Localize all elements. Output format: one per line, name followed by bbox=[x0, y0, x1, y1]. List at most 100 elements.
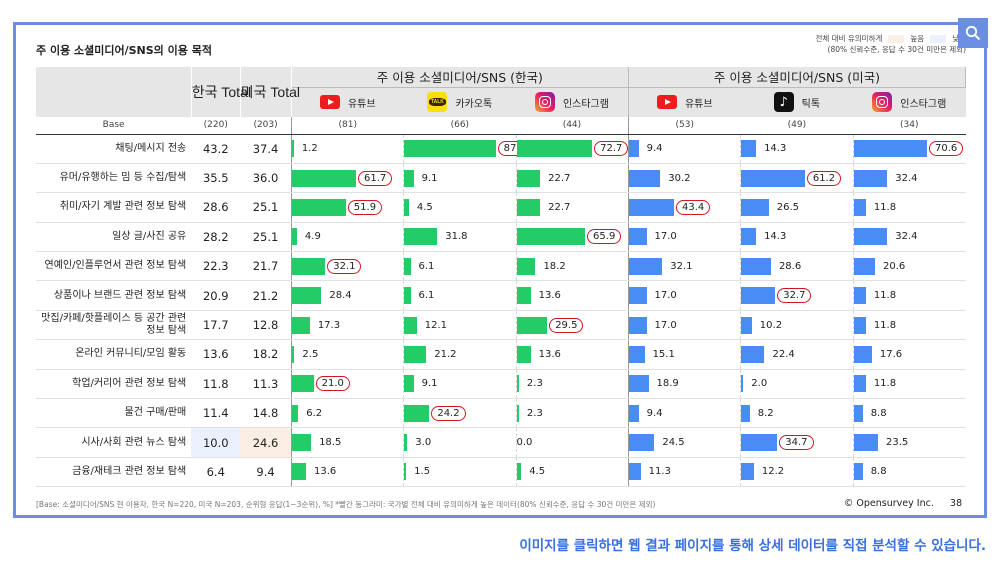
bar-cell: 11.8 bbox=[852, 192, 966, 223]
bar-cell: 28.6 bbox=[740, 251, 854, 282]
bar-cell: 2.5 bbox=[290, 339, 404, 370]
us-total-value: 36.0 bbox=[240, 163, 292, 194]
bar-kr_instagram bbox=[516, 228, 586, 246]
caption-link[interactable]: 이미지를 클릭하면 웹 결과 페이지를 통해 상세 데이터를 직접 분석할 수 … bbox=[519, 538, 986, 554]
bar-value-label: 1.5 bbox=[414, 466, 431, 478]
bar-kr_instagram bbox=[516, 198, 541, 216]
bar-value-label: 14.3 bbox=[764, 143, 787, 155]
tiktok-icon: ♪ bbox=[773, 92, 794, 113]
bar-kr_instagram bbox=[516, 257, 536, 275]
bar-cell: 12.2 bbox=[740, 457, 854, 488]
row-label: 맛집/카페/핫플레이스 등 공간 관련 정보 탐색 bbox=[36, 310, 192, 341]
base-kr_youtube: (81) bbox=[290, 117, 404, 135]
bar-value-label: 17.0 bbox=[654, 319, 677, 331]
header-kr-group: 주 이용 소셜미디어/SNS (한국) bbox=[291, 67, 629, 88]
bar-us_instagram bbox=[853, 404, 863, 422]
instagram-icon bbox=[534, 92, 555, 113]
bar-value-label: 15.1 bbox=[652, 348, 675, 360]
bar-kr_instagram bbox=[516, 287, 531, 305]
bar-cell: 11.8 bbox=[852, 369, 966, 400]
row-label: 채팅/메시지 전송 bbox=[36, 134, 192, 164]
kr-total-value: 6.4 bbox=[191, 457, 241, 488]
bar-kr_youtube bbox=[291, 463, 306, 481]
bar-kr_kakao bbox=[404, 228, 438, 246]
bar-cell: 14.3 bbox=[740, 134, 854, 164]
kr-total-value: 17.7 bbox=[191, 310, 241, 341]
row-label: 시사/사회 관련 뉴스 탐색 bbox=[36, 427, 192, 458]
bar-us_tiktok bbox=[741, 463, 754, 481]
bar-cell: 28.4 bbox=[290, 280, 404, 311]
bar-value-label: 2.3 bbox=[526, 407, 543, 419]
copyright: © Opensurvey Inc. 38 bbox=[844, 498, 962, 509]
bar-cell: 6.1 bbox=[403, 251, 517, 282]
bar-cell: 0.0 bbox=[515, 427, 629, 458]
header-app-label: 인스타그램 bbox=[562, 98, 609, 110]
row-label: 학업/커리어 관련 정보 탐색 bbox=[36, 369, 192, 400]
bar-value-label: 11.8 bbox=[873, 290, 897, 302]
row-label: 금융/재테크 관련 정보 탐색 bbox=[36, 457, 192, 488]
us-total-value: 11.3 bbox=[240, 369, 292, 400]
bar-value-label: 21.2 bbox=[434, 348, 457, 360]
kr-total-value: 22.3 bbox=[191, 251, 241, 282]
bar-value-label-circled: 32.1 bbox=[327, 258, 362, 274]
bar-us_instagram bbox=[853, 345, 872, 363]
report-frame[interactable]: 주 이용 소셜미디어/SNS의 이용 목적 전체 대비 유의미하게 높음 낮음 … bbox=[13, 22, 987, 518]
bar-cell: 17.0 bbox=[627, 222, 741, 253]
table-row: 온라인 커뮤니티/모임 활동 13.6 18.2 2.5 21.2 13.6 15.1 22.… bbox=[36, 339, 966, 370]
header-app-kr_instagram: 인스타그램 bbox=[516, 87, 629, 117]
base-kr_instagram: (44) bbox=[516, 117, 629, 135]
search-icon bbox=[965, 25, 981, 41]
bar-cell: 1.2 bbox=[290, 134, 404, 164]
header-app-label: 카카오톡 bbox=[455, 98, 493, 110]
bar-cell: 9.4 bbox=[627, 398, 741, 429]
bar-us_youtube bbox=[628, 345, 645, 363]
kakaotalk-icon: TALK bbox=[427, 92, 448, 113]
bar-us_youtube bbox=[628, 404, 639, 422]
bar-us_tiktok bbox=[741, 375, 744, 393]
bar-kr_kakao bbox=[404, 404, 430, 422]
bar-kr_youtube bbox=[291, 375, 314, 393]
bar-cell: 20.6 bbox=[852, 251, 966, 282]
bar-cell: 8.8 bbox=[852, 457, 966, 488]
bar-kr_youtube bbox=[291, 169, 356, 187]
bar-value-label: 4.9 bbox=[304, 231, 321, 243]
bar-us_tiktok bbox=[741, 345, 765, 363]
bar-us_youtube bbox=[628, 257, 663, 275]
us-total-value: 18.2 bbox=[240, 339, 292, 370]
bar-us_instagram bbox=[853, 198, 866, 216]
bar-kr_kakao bbox=[404, 375, 414, 393]
table-row: 상품이나 브랜드 관련 정보 탐색 20.9 21.2 28.4 6.1 13.6 17.0… bbox=[36, 280, 966, 311]
bar-cell: 22.7 bbox=[515, 163, 629, 194]
legend-prefix: 전체 대비 유의미하게 bbox=[815, 34, 883, 43]
bar-value-label: 11.3 bbox=[648, 466, 671, 478]
bar-value-label: 13.6 bbox=[538, 348, 561, 360]
row-label: 상품이나 브랜드 관련 정보 탐색 bbox=[36, 280, 192, 311]
bar-kr_kakao bbox=[404, 140, 496, 158]
bar-cell: 32.1 bbox=[290, 251, 404, 282]
header-app-label: 유튜브 bbox=[684, 98, 713, 110]
bar-value-label-circled: 43.4 bbox=[675, 199, 711, 215]
bar-cell: 11.3 bbox=[627, 457, 741, 488]
us-total-value: 25.1 bbox=[240, 222, 292, 253]
bar-value-label: 6.1 bbox=[418, 260, 435, 272]
table-row: 일상 글/사진 공유 28.2 25.1 4.9 31.8 65.9 17.0 14.3 32.… bbox=[36, 222, 966, 253]
bar-value-label: 20.6 bbox=[882, 260, 906, 272]
bar-cell: 18.9 bbox=[627, 369, 741, 400]
instagram-icon bbox=[872, 92, 893, 113]
bar-cell: 65.9 bbox=[515, 222, 629, 253]
bar-kr_instagram bbox=[516, 140, 593, 158]
bar-cell: 21.2 bbox=[403, 339, 517, 370]
bar-us_instagram bbox=[853, 316, 866, 334]
bar-kr_kakao bbox=[404, 169, 414, 187]
bar-value-label: 9.4 bbox=[646, 143, 663, 155]
bar-kr_instagram bbox=[516, 375, 519, 393]
bar-value-label: 11.8 bbox=[873, 319, 897, 331]
bar-cell: 24.5 bbox=[627, 427, 741, 458]
header-us-total: 미국 Total bbox=[240, 67, 300, 117]
bar-value-label: 24.5 bbox=[662, 437, 685, 449]
bar-value-label: 32.1 bbox=[670, 260, 693, 272]
bar-value-label: 2.5 bbox=[302, 348, 319, 360]
base-us_instagram: (34) bbox=[853, 117, 966, 135]
bar-kr_youtube bbox=[291, 228, 297, 246]
search-button[interactable] bbox=[958, 18, 988, 48]
